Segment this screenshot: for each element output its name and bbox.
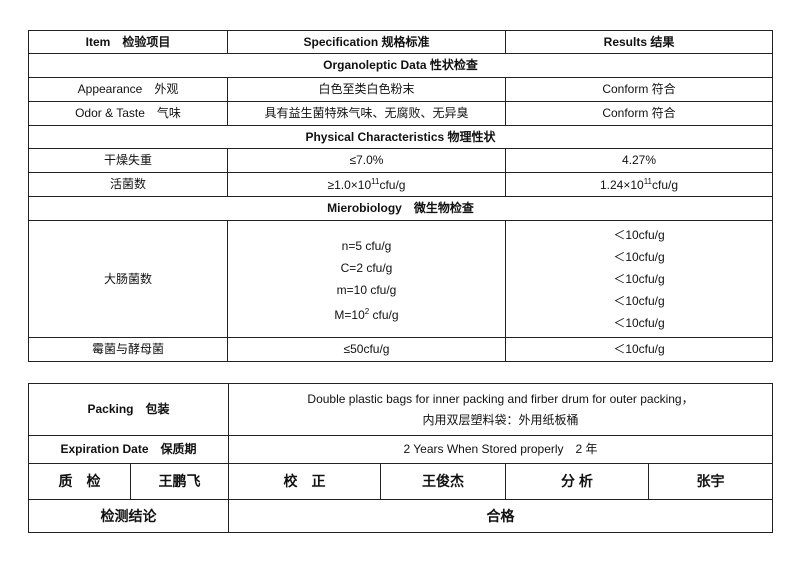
spec-line: C=2 cfu/g [340,261,393,275]
checker-label: 校 正 [228,463,381,500]
result-line: ＜10cfu/g [613,294,665,308]
spec-exponent: 2 [364,307,370,316]
table-row: 干燥失重 ≤7.0% 4.27% [28,148,773,173]
result-cell: 1.24×1011cfu/g [505,172,773,197]
conclusion-value: 合格 [227,499,774,533]
spec-base: ≥1.0×10 [327,177,372,192]
spec-unit: cfu/g [369,308,399,322]
section-micro: Mierobiology 微生物检查 [28,196,773,221]
table-row: 霉菌与酵母菌 ≤50cfu/g ＜10cfu/g [28,337,773,362]
spec-cell: 具有益生菌特殊气味、无腐败、无异臭 [227,101,506,126]
header-results: Results 结果 [505,30,773,54]
info-table: Packing 包装 Double plastic bags for inner… [28,383,774,533]
table-row: 大肠菌数 n=5 cfu/g C=2 cfu/g m=10 cfu/g M=10… [28,220,773,338]
spec-line: m=10 cfu/g [336,283,397,297]
packing-value-en: Double plastic bags for inner packing an… [307,392,694,407]
signature-row: 质 检 王鹏飞 校 正 王俊杰 分 析 张宇 [28,463,774,500]
result-line: ＜10cfu/g [613,228,665,242]
result-cell: ＜10cfu/g ＜10cfu/g ＜10cfu/g ＜10cfu/g ＜10c… [505,220,773,338]
spec-line: M=102 cfu/g [228,301,505,323]
header-row: Item 检验项目 Specification 规格标准 Results 结果 [28,30,773,54]
qc-name: 王鹏飞 [130,463,229,500]
analyst-label: 分 析 [505,463,649,500]
item-cell: 活菌数 [28,172,228,197]
result-cell: ＜10cfu/g [505,337,773,362]
spec-cell: ≥1.0×1011cfu/g [227,172,506,197]
expiration-row: Expiration Date 保质期 2 Years When Stored … [28,435,774,464]
packing-row: Packing 包装 Double plastic bags for inner… [28,383,774,436]
item-cell: 大肠菌数 [28,220,228,338]
spec-cell: ≤7.0% [227,148,506,173]
result-cell: Conform 符合 [505,77,773,102]
spec-line: n=5 cfu/g [341,239,392,253]
result-exponent: 11 [643,176,652,186]
spec-cell: 白色至类白色粉末 [227,77,506,102]
expiration-value: 2 Years When Stored properly 2 年 [227,435,774,464]
spec-base: M=10 [334,308,365,322]
qc-label: 质 检 [28,463,131,500]
packing-label: Packing 包装 [28,383,229,436]
table-row: 活菌数 ≥1.0×1011cfu/g 1.24×1011cfu/g [28,172,773,197]
spec-unit: cfu/g [379,177,406,192]
spec-exponent: 11 [371,176,380,186]
header-spec: Specification 规格标准 [227,30,506,54]
results-table: Item 检验项目 Specification 规格标准 Results 结果 … [28,30,773,362]
conclusion-row: 检测结论 合格 [28,499,774,533]
result-line: ＜10cfu/g [613,316,665,330]
item-cell: 霉菌与酵母菌 [28,337,228,362]
table-row: Appearance 外观 白色至类白色粉末 Conform 符合 [28,77,773,102]
section-physical: Physical Characteristics 物理性状 [28,125,773,149]
spec-cell: n=5 cfu/g C=2 cfu/g m=10 cfu/g M=102 cfu… [227,220,506,338]
item-cell: 干燥失重 [28,148,228,173]
table-row: Odor & Taste 气味 具有益生菌特殊气味、无腐败、无异臭 Confor… [28,101,773,126]
section-organoleptic: Organoleptic Data 性状检查 [28,53,773,78]
analyst-name: 张宇 [647,463,774,500]
conclusion-label: 检测结论 [28,499,229,533]
result-cell: 4.27% [505,148,773,173]
checker-name: 王俊杰 [380,463,506,500]
result-line: ＜10cfu/g [613,250,665,264]
result-base: 1.24×10 [599,177,644,192]
result-cell: Conform 符合 [505,101,773,126]
header-item: Item 检验项目 [28,30,228,54]
packing-value: Double plastic bags for inner packing an… [227,383,774,436]
item-cell: Odor & Taste 气味 [28,101,228,126]
result-line: ＜10cfu/g [613,272,665,286]
spec-cell: ≤50cfu/g [227,337,506,362]
result-unit: cfu/g [652,177,679,192]
item-cell: Appearance 外观 [28,77,228,102]
packing-value-cn: 内用双层塑料袋：外用纸板桶 [422,412,579,427]
expiration-label: Expiration Date 保质期 [28,435,229,464]
